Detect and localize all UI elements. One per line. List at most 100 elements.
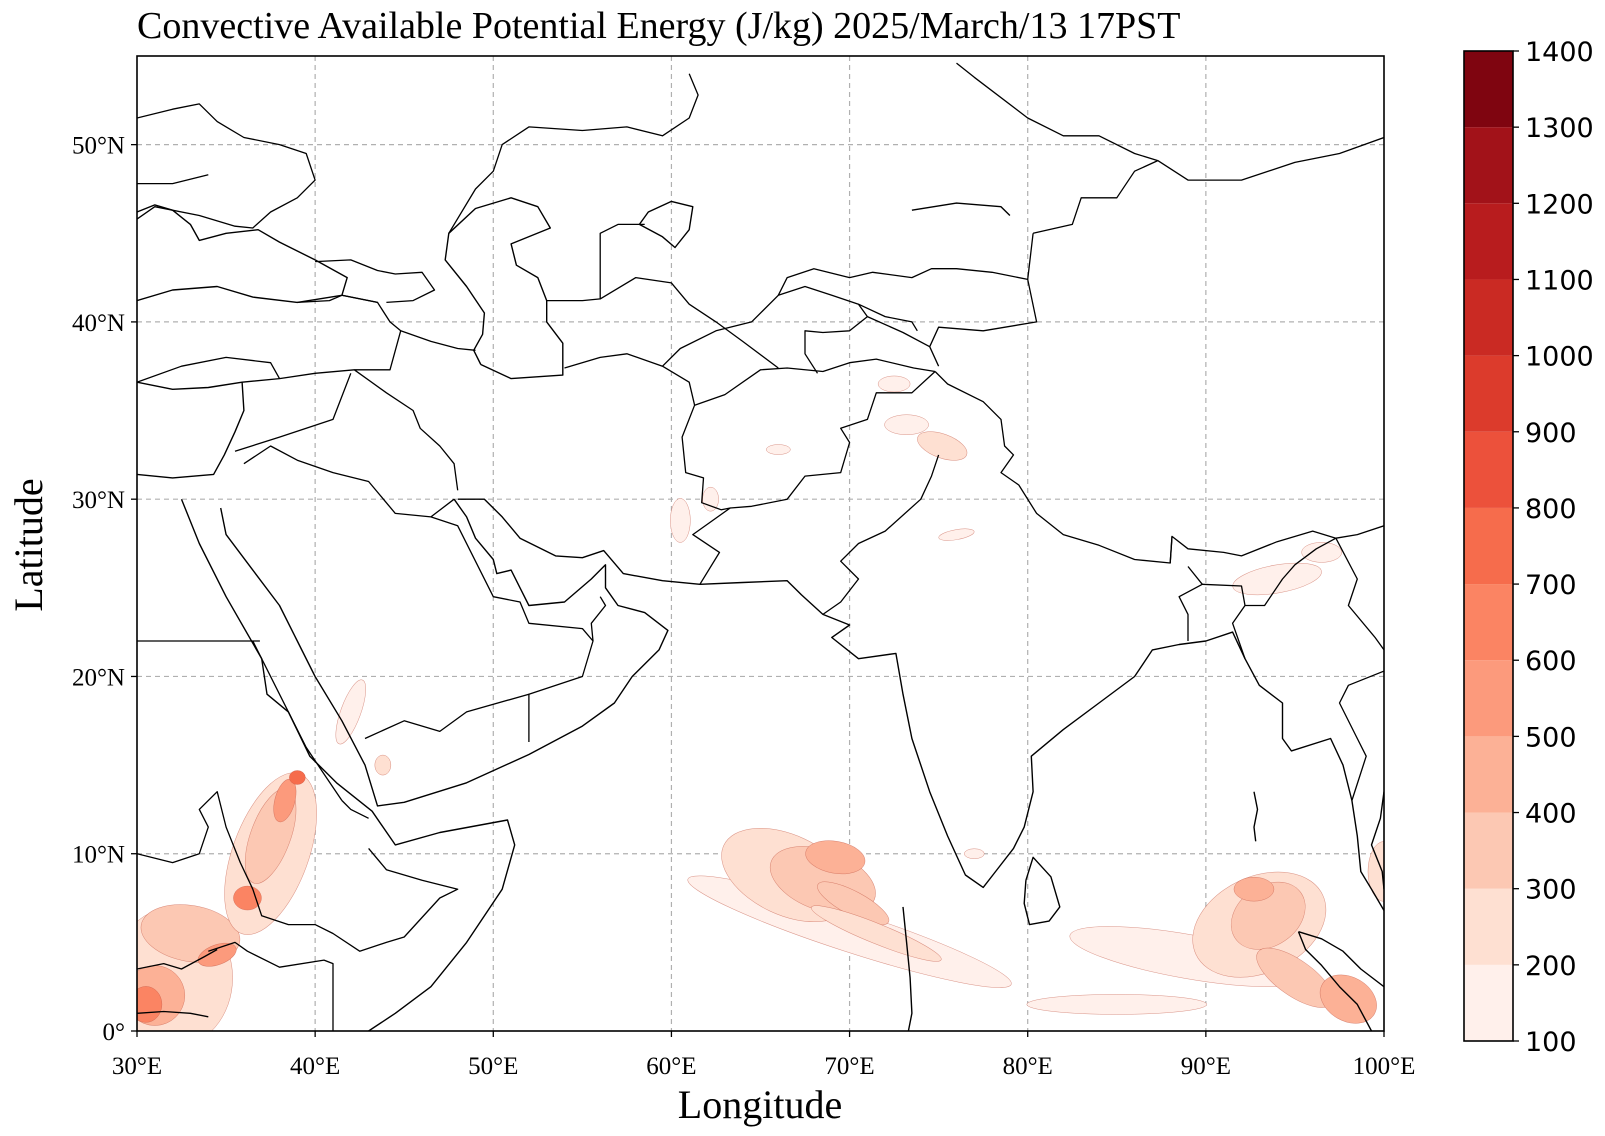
coastline-segment bbox=[1023, 856, 1061, 926]
cape-contours bbox=[137, 375, 1384, 1031]
coastline-segment bbox=[1370, 791, 1384, 890]
basemap-layer bbox=[137, 62, 1384, 1031]
cape-blob bbox=[1026, 994, 1208, 1015]
x-tick-label: 90°E bbox=[1181, 1053, 1231, 1080]
x-tick-label: 100°E bbox=[1353, 1053, 1416, 1080]
coastline-segment bbox=[1298, 931, 1384, 988]
border-segment bbox=[430, 516, 594, 742]
colorbar-label: 100 bbox=[1525, 1027, 1577, 1058]
colorbar-segment bbox=[1464, 203, 1513, 280]
colorbar-segment bbox=[1464, 279, 1513, 356]
border-segment bbox=[777, 233, 1034, 296]
border-segment bbox=[242, 294, 402, 383]
colorbar-segment bbox=[1464, 964, 1513, 1041]
border-segment bbox=[934, 371, 1337, 564]
cape-blob bbox=[1233, 876, 1275, 902]
border-segment bbox=[546, 223, 645, 302]
cape-blob bbox=[805, 840, 866, 875]
cape-blob bbox=[137, 986, 163, 1023]
coastlines bbox=[137, 197, 1384, 1031]
border-segment bbox=[137, 103, 316, 229]
border-segment bbox=[364, 693, 530, 740]
coastline-segment bbox=[137, 381, 245, 479]
coastline-segment bbox=[911, 202, 1011, 216]
colorbar-label: 900 bbox=[1525, 418, 1577, 449]
border-segment bbox=[662, 285, 940, 367]
colorbar-label: 400 bbox=[1525, 799, 1577, 830]
colorbar-label: 600 bbox=[1525, 646, 1577, 677]
colorbar-segment bbox=[1464, 584, 1513, 661]
colorbar-label: 1200 bbox=[1525, 189, 1594, 220]
y-axis-label: Latitude bbox=[6, 478, 51, 611]
y-tick-label: 20°N bbox=[72, 664, 125, 691]
border-segment bbox=[137, 1010, 209, 1018]
colorbar-label: 200 bbox=[1525, 951, 1577, 982]
colorbar-segment bbox=[1464, 660, 1513, 737]
cape-blob bbox=[1301, 542, 1342, 563]
x-axis-label: Longitude bbox=[678, 1082, 842, 1127]
cape-blob bbox=[938, 528, 975, 541]
colorbar-label: 500 bbox=[1525, 722, 1577, 753]
cape-blob bbox=[1319, 974, 1377, 1024]
colorbar-label: 1300 bbox=[1525, 113, 1594, 144]
border-segment bbox=[1245, 537, 1384, 651]
cape-blob bbox=[884, 414, 929, 435]
colorbar-segment bbox=[1464, 51, 1513, 128]
border-segment bbox=[297, 294, 378, 304]
y-tick-label: 30°N bbox=[72, 487, 125, 514]
border-segment bbox=[956, 62, 1158, 162]
x-tick-label: 40°E bbox=[290, 1053, 340, 1080]
border-segment bbox=[1338, 670, 1384, 801]
y-tick-label: 40°N bbox=[72, 310, 125, 337]
x-axis-ticks: 30°E 40°E 50°E 60°E 70°E 80°E 90°E 100°E bbox=[112, 1031, 1416, 1080]
x-tick-label: 80°E bbox=[1003, 1053, 1053, 1080]
colorbar-segment bbox=[1464, 355, 1513, 432]
colorbar-label: 800 bbox=[1525, 494, 1577, 525]
cape-blob bbox=[766, 444, 791, 455]
border-segment bbox=[243, 445, 455, 518]
chart-title: Convective Available Potential Energy (J… bbox=[137, 5, 1180, 47]
country-borders bbox=[137, 62, 1384, 1031]
y-tick-label: 10°N bbox=[72, 842, 125, 869]
border-segment bbox=[137, 791, 459, 952]
border-segment bbox=[694, 358, 936, 406]
border-segment bbox=[252, 640, 343, 801]
border-segment bbox=[929, 279, 1038, 347]
colorbar-label: 1000 bbox=[1525, 342, 1594, 373]
cape-blob bbox=[964, 848, 985, 859]
colorbar-label: 1100 bbox=[1525, 265, 1594, 296]
border-segment bbox=[1169, 536, 1173, 564]
colorbar-segment bbox=[1464, 127, 1513, 204]
coastline-segment bbox=[638, 200, 694, 249]
coastline-segment bbox=[1297, 931, 1373, 1031]
colorbar-label: 700 bbox=[1525, 570, 1577, 601]
x-tick-label: 60°E bbox=[646, 1053, 696, 1080]
colorbar: 100 200 300 400 500 600 700 800 900 1000 1100 1200 1… bbox=[1463, 37, 1594, 1058]
border-segment bbox=[208, 941, 334, 1031]
cape-blob bbox=[197, 942, 237, 967]
cape-blob bbox=[877, 375, 911, 393]
border-segment bbox=[1178, 566, 1203, 641]
cape-blob bbox=[233, 885, 262, 911]
cape-fill-layer bbox=[137, 375, 1384, 1031]
colorbar-segment bbox=[1464, 431, 1513, 508]
border-segment bbox=[599, 276, 779, 369]
border-segment bbox=[353, 369, 459, 491]
border-segment bbox=[730, 371, 936, 509]
border-segment bbox=[234, 373, 352, 452]
coastline-segment bbox=[220, 498, 669, 807]
x-tick-label: 70°E bbox=[824, 1053, 874, 1080]
cape-blob bbox=[811, 905, 942, 962]
y-tick-label: 0° bbox=[103, 1019, 126, 1046]
cape-blob bbox=[1367, 841, 1384, 902]
coastline-segment bbox=[137, 204, 348, 304]
cape-blob bbox=[289, 770, 306, 785]
coastline-segment bbox=[180, 498, 516, 1031]
border-segment bbox=[315, 259, 436, 304]
coastline-segment bbox=[902, 906, 913, 1031]
border-segment bbox=[400, 330, 476, 351]
plot-frame bbox=[136, 55, 1385, 1032]
border-segment bbox=[822, 454, 940, 615]
border-segment bbox=[137, 356, 281, 383]
colorbar-frame bbox=[1463, 50, 1514, 1042]
